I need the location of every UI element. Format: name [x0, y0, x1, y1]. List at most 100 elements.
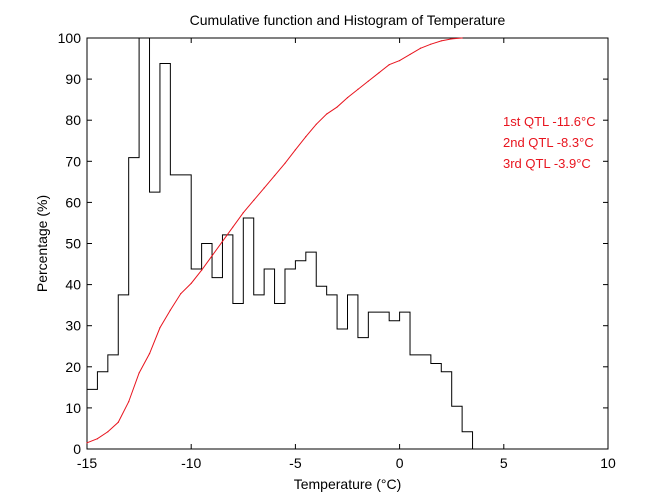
y-tick-label: 60 — [65, 194, 81, 210]
y-tick-label: 100 — [58, 30, 82, 46]
cumulative-point — [378, 72, 380, 74]
histogram-bin — [462, 432, 472, 449]
cumulative-point — [388, 64, 390, 66]
cumulative-point — [315, 123, 317, 125]
histogram-outline — [86, 37, 474, 449]
histogram-layer — [86, 37, 474, 450]
histogram-bin — [400, 312, 410, 449]
annotation-q3: 3rd QTL -3.9°C — [503, 156, 591, 171]
cumulative-point — [451, 38, 453, 40]
histogram-bin — [389, 321, 399, 449]
cumulative-point — [190, 282, 192, 284]
histogram-bin — [327, 295, 337, 449]
histogram-bin — [233, 304, 243, 449]
cumulative-point — [232, 226, 234, 228]
y-tick-label: 70 — [65, 153, 81, 169]
cumulative-point — [336, 106, 338, 108]
histogram-bin — [358, 338, 368, 449]
histogram-bin — [379, 312, 389, 449]
histogram-bin — [170, 175, 180, 449]
chart-title: Cumulative function and Histogram of Tem… — [190, 12, 506, 28]
cumulative-point — [159, 327, 161, 329]
y-tick-label: 40 — [65, 277, 81, 293]
y-tick-label: 50 — [65, 236, 81, 252]
cumulative-point — [461, 37, 463, 39]
histogram-bin — [337, 329, 347, 449]
cumulative-point — [273, 175, 276, 177]
cumulative-point — [128, 401, 130, 403]
cumulative-point — [148, 353, 151, 355]
cumulative-point — [440, 40, 442, 42]
histogram-bin — [87, 389, 97, 449]
x-tick-label: 10 — [600, 455, 616, 471]
cumulative-point — [294, 149, 296, 151]
cumulative-point — [305, 136, 307, 138]
histogram-bin — [254, 295, 264, 449]
histogram-bin — [150, 192, 160, 449]
histogram-bin — [243, 218, 253, 449]
cumulative-point — [346, 96, 349, 99]
x-tick-label: 0 — [396, 455, 404, 471]
histogram-bin — [275, 304, 285, 449]
y-tick-label: 90 — [65, 71, 81, 87]
histogram-bin — [222, 235, 232, 449]
histogram-bin — [452, 406, 462, 449]
histogram-bin — [306, 252, 316, 449]
quartile-annotations: 1st QTL -11.6°C 2nd QTL -8.3°C 3rd QTL -… — [503, 114, 596, 171]
cumulative-point — [180, 293, 182, 295]
histogram-bin — [212, 278, 222, 449]
x-tick-label: -15 — [77, 455, 97, 471]
y-tick-label: 30 — [65, 318, 81, 334]
cumulative-point — [242, 212, 244, 214]
cumulative-point — [357, 88, 359, 90]
y-tick-label: 80 — [65, 112, 81, 128]
cumulative-point — [253, 199, 255, 201]
histogram-bin — [108, 355, 118, 449]
histogram-bin — [368, 312, 378, 449]
cumulative-point — [263, 187, 265, 189]
histogram-bin — [285, 269, 295, 449]
cumulative-point — [399, 60, 401, 62]
y-axis-label: Percentage (%) — [34, 195, 50, 292]
x-tick-label: -5 — [289, 455, 302, 471]
x-tick-label: -10 — [181, 455, 201, 471]
cumulative-point — [138, 372, 140, 374]
cumulative-point — [284, 162, 286, 164]
histogram-bin — [441, 372, 451, 449]
histogram-bin — [316, 286, 326, 449]
histogram-bin — [118, 295, 128, 449]
cumulative-point — [221, 240, 224, 243]
histogram-bin — [139, 38, 149, 449]
histogram-bin — [202, 244, 212, 450]
histogram-bin — [191, 269, 201, 449]
histogram-bin — [431, 364, 441, 449]
histogram-bin — [264, 269, 274, 449]
cumulative-point — [96, 438, 99, 440]
histogram-bin — [420, 355, 430, 449]
x-tick-label: 5 — [500, 455, 508, 471]
annotation-q1: 1st QTL -11.6°C — [503, 114, 596, 129]
cumulative-point — [211, 255, 213, 257]
cumulative-point — [419, 47, 422, 49]
cumulative-point — [117, 421, 119, 423]
histogram-bin — [181, 175, 191, 449]
y-tick-label: 0 — [73, 441, 81, 457]
y-tick-label: 20 — [65, 359, 81, 375]
histogram-bin — [348, 295, 358, 449]
histogram-bin — [160, 63, 170, 449]
cumulative-point — [409, 53, 411, 56]
cumulative-point — [326, 113, 328, 115]
histogram-bin — [129, 158, 139, 449]
cumulative-point — [107, 431, 109, 433]
x-axis-label: Temperature (°C) — [294, 476, 402, 492]
cumulative-point — [201, 269, 203, 271]
cumulative-point — [367, 80, 369, 82]
annotation-q2: 2nd QTL -8.3°C — [503, 135, 594, 150]
cumulative-point — [430, 43, 432, 45]
cumulative-layer — [86, 37, 463, 444]
cumulative-point — [86, 442, 88, 444]
histogram-bin — [410, 355, 420, 449]
